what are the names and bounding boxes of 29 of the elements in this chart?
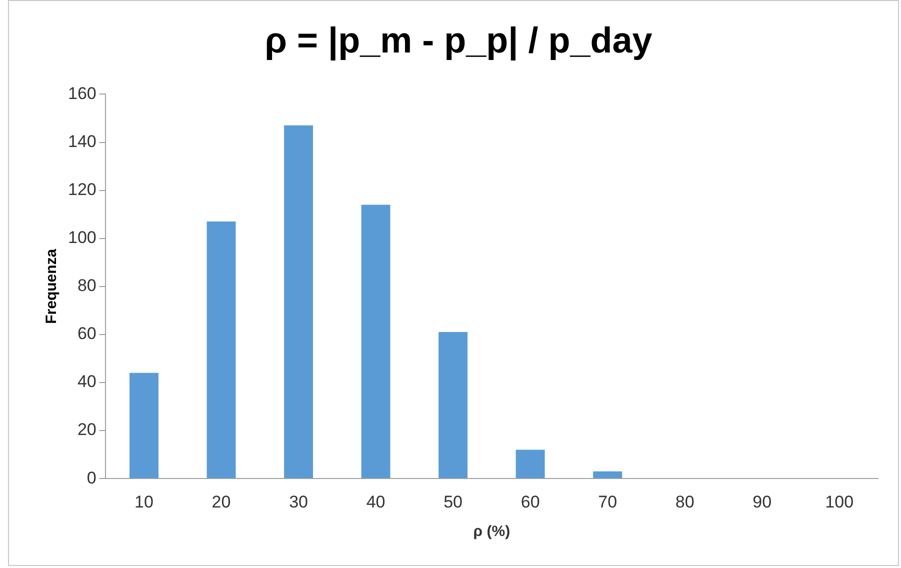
y-tick-label: 40 [77, 372, 96, 392]
chart-title: ρ = |p_m - p_p| / p_day [264, 20, 652, 61]
x-tick-label: 60 [520, 492, 540, 512]
x-tick-label: 40 [366, 492, 386, 512]
x-axis-title: ρ (%) [473, 523, 510, 540]
x-tick-label: 50 [444, 492, 463, 512]
bar [593, 471, 622, 478]
x-tick-label: 90 [752, 492, 772, 512]
y-tick-label: 140 [68, 132, 96, 151]
y-tick-label: 20 [77, 420, 96, 440]
x-tick-label: 100 [825, 492, 854, 512]
x-tick-label: 70 [598, 492, 618, 512]
y-tick-label: 160 [68, 84, 96, 103]
y-axis-title: Frequenza [43, 248, 60, 324]
y-tick-label: 0 [86, 468, 96, 488]
bar [130, 372, 158, 478]
bar [438, 332, 468, 478]
x-tick-label: 30 [289, 492, 308, 512]
x-tick-label: 20 [212, 492, 231, 512]
bar [516, 450, 545, 478]
y-tick-label: 80 [77, 276, 96, 296]
y-tick-label: 120 [68, 180, 96, 199]
bar [206, 222, 236, 478]
x-tick-label: 10 [134, 492, 154, 512]
y-tick-label: 60 [77, 324, 96, 344]
bar [284, 125, 314, 478]
bar [361, 204, 390, 478]
x-tick-label: 80 [675, 492, 694, 512]
y-tick-label: 100 [68, 228, 96, 248]
